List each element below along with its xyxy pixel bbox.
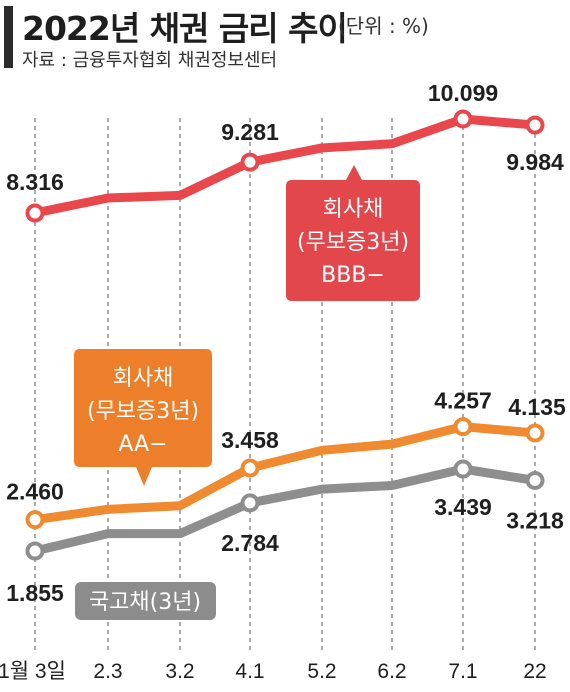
gov-point-marker <box>453 459 473 479</box>
aa-series-name-line: 회사채 <box>113 366 174 391</box>
aa-point-marker <box>525 423 545 443</box>
aa-series-line <box>30 422 540 525</box>
aa-data-label: 4.257 <box>434 388 492 414</box>
aa-series-name-line: (무보증3년) <box>87 399 199 424</box>
aa-point-marker <box>453 417 473 437</box>
gov-point-marker <box>525 470 545 490</box>
bbb-data-label: 9.281 <box>221 119 279 145</box>
x-tick-label: 6.2 <box>377 660 406 683</box>
x-tick-label: 5.2 <box>307 660 336 683</box>
bbb-series-line <box>30 114 540 218</box>
aa-data-label: 3.458 <box>221 427 279 453</box>
gov-data-label: 2.784 <box>221 530 279 556</box>
bbb-series-name-line: BBB− <box>321 263 385 288</box>
x-tick-label: 22 <box>523 660 546 683</box>
aa-data-label: 2.460 <box>6 479 64 505</box>
aa-point-marker <box>240 458 260 478</box>
bbb-series-name-box <box>286 165 420 301</box>
title-accent-bar <box>4 6 13 68</box>
gov-series-line <box>30 464 540 556</box>
gov-series-name-box <box>75 582 216 620</box>
bbb-data-label: 8.316 <box>6 169 64 195</box>
bbb-point-marker <box>240 152 260 172</box>
gov-point-marker <box>240 493 260 513</box>
source-label: 자료 : 금융투자협회 채권정보센터 <box>22 50 278 71</box>
bbb-series-name-line: 회사채 <box>323 197 384 222</box>
aa-series-name-line: AA− <box>118 432 167 457</box>
aa-data-label: 4.135 <box>508 394 566 420</box>
gov-data-label: 3.439 <box>434 494 492 520</box>
bbb-point-marker <box>453 109 473 129</box>
gov-data-label: 1.855 <box>6 580 64 606</box>
x-tick-label: 7.1 <box>448 660 477 683</box>
aa-series-name-box <box>74 349 212 486</box>
gov-series-name-line: 국고채(3년) <box>89 590 201 615</box>
unit-label: (단위 : %) <box>338 14 429 38</box>
aa-point-marker <box>25 510 45 530</box>
x-tick-label: 3.2 <box>165 660 194 683</box>
x-tick-label: 2.3 <box>93 660 122 683</box>
gov-point-marker <box>25 541 45 561</box>
chart-title: 2022년 채권 금리 추이 <box>22 9 348 48</box>
gov-data-label: 3.218 <box>506 507 564 533</box>
bbb-data-label: 9.984 <box>506 149 564 175</box>
bbb-data-label: 10.099 <box>428 80 498 106</box>
bbb-series-name-line: (무보증3년) <box>297 230 409 255</box>
x-tick-label: 4.1 <box>235 660 264 683</box>
bbb-point-marker <box>525 115 545 135</box>
x-tick-label: 1월 3일 <box>0 660 66 683</box>
bbb-point-marker <box>25 203 45 223</box>
